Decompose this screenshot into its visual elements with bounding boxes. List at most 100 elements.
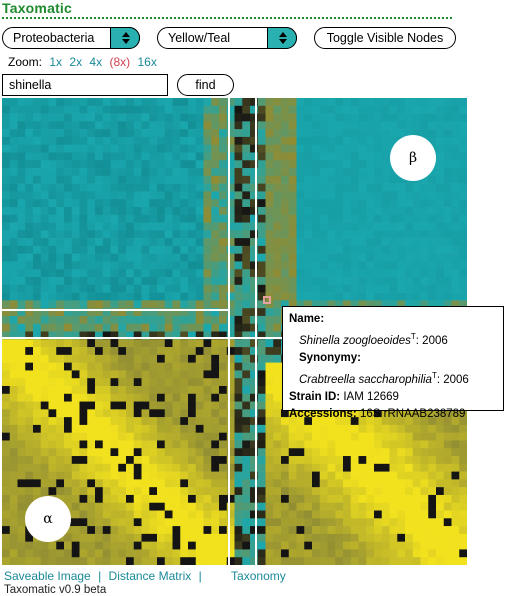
heatmap-cell bbox=[118, 98, 127, 107]
heatmap-cell bbox=[327, 183, 336, 192]
heatmap-cell bbox=[319, 557, 328, 565]
heatmap-cell bbox=[9, 269, 18, 278]
heatmap-cell bbox=[451, 144, 460, 153]
zoom-16x[interactable]: 16x bbox=[137, 55, 157, 69]
name-value: Shinella zoogloeoides bbox=[299, 334, 411, 347]
heatmap-cell bbox=[312, 292, 321, 301]
heatmap-cell bbox=[195, 277, 204, 286]
heatmap-cell bbox=[110, 284, 119, 293]
heatmap-cell bbox=[288, 456, 297, 465]
heatmap-cell bbox=[118, 487, 127, 496]
heatmap-cell bbox=[211, 121, 220, 130]
taxonomy-link[interactable]: Taxonomy bbox=[231, 569, 286, 583]
find-button[interactable]: find bbox=[177, 74, 234, 96]
heatmap-cell bbox=[133, 191, 142, 200]
heatmap-cell bbox=[397, 121, 406, 130]
heatmap-cell bbox=[374, 284, 383, 293]
heatmap-cell bbox=[25, 113, 34, 122]
heatmap-cell bbox=[17, 440, 26, 449]
zoom-4x[interactable]: 4x bbox=[89, 55, 103, 69]
heatmap-cell bbox=[164, 409, 173, 418]
heatmap-cell bbox=[64, 261, 73, 270]
heatmap-cell bbox=[203, 113, 212, 122]
heatmap-cell bbox=[95, 175, 104, 184]
heatmap-cell bbox=[405, 230, 414, 239]
heatmap-cell bbox=[33, 541, 42, 550]
heatmap-cell bbox=[226, 113, 235, 122]
heatmap-cell bbox=[17, 105, 26, 114]
heatmap-cell bbox=[40, 456, 49, 465]
heatmap-cell bbox=[219, 494, 228, 504]
distance-matrix-link[interactable]: Distance Matrix bbox=[108, 569, 192, 583]
taxon-select[interactable]: Proteobacteria bbox=[2, 27, 140, 49]
heatmap-cell bbox=[118, 300, 127, 309]
heatmap-cell bbox=[335, 168, 344, 177]
heatmap-cell bbox=[459, 160, 467, 169]
heatmap-cell bbox=[172, 339, 181, 348]
heatmap-cell bbox=[172, 456, 181, 465]
heatmap-cell bbox=[242, 230, 251, 239]
heatmap-cell bbox=[436, 463, 445, 472]
color-scheme-select[interactable]: Yellow/Teal bbox=[157, 27, 297, 49]
heatmap-cell bbox=[312, 417, 321, 426]
search-input[interactable] bbox=[2, 74, 168, 96]
heatmap-cell bbox=[149, 549, 158, 558]
heatmap-cell bbox=[451, 238, 460, 247]
heatmap-cell bbox=[195, 432, 204, 441]
heatmap-cell bbox=[219, 269, 228, 278]
select-arrows-icon[interactable] bbox=[110, 27, 140, 49]
heatmap-cell bbox=[319, 463, 328, 472]
heatmap-cell bbox=[288, 502, 297, 511]
heatmap-cell bbox=[319, 549, 328, 558]
heatmap-cell bbox=[381, 160, 390, 169]
heatmap-cell bbox=[265, 362, 274, 371]
heatmap-cell bbox=[257, 370, 266, 379]
heatmap-cell bbox=[164, 463, 173, 472]
heatmap-cell bbox=[459, 253, 467, 262]
zoom-8x-selected[interactable]: (8x) bbox=[109, 55, 131, 69]
heatmap-cell bbox=[265, 440, 274, 449]
heatmap-cell bbox=[203, 230, 212, 239]
heatmap-cell bbox=[436, 245, 445, 254]
heatmap-cell bbox=[381, 541, 390, 550]
heatmap-cell bbox=[459, 409, 467, 418]
heatmap-cell bbox=[95, 308, 104, 317]
heatmap-cell bbox=[366, 191, 375, 200]
heatmap-cell bbox=[87, 144, 96, 153]
heatmap-cell bbox=[412, 121, 421, 130]
heatmap-cell bbox=[71, 253, 80, 262]
heatmap-cell bbox=[33, 401, 42, 410]
heatmap-cell bbox=[180, 284, 189, 293]
heatmap-cell bbox=[451, 557, 460, 565]
heatmap-cell bbox=[335, 463, 344, 472]
heatmap-cell bbox=[335, 261, 344, 270]
heatmap-cell bbox=[64, 238, 73, 247]
heatmap-cell bbox=[180, 463, 189, 472]
saveable-image-link[interactable]: Saveable Image bbox=[4, 569, 91, 583]
heatmap-cell bbox=[211, 175, 220, 184]
heatmap-cell bbox=[381, 152, 390, 161]
heatmap-cell bbox=[265, 448, 274, 457]
heatmap-cell bbox=[226, 277, 235, 286]
zoom-2x[interactable]: 2x bbox=[69, 55, 83, 69]
heatmap-cell bbox=[420, 471, 429, 480]
heatmap-cell bbox=[219, 518, 228, 527]
heatmap-cell bbox=[250, 339, 259, 348]
heatmap-cell bbox=[2, 199, 11, 208]
heatmap-cell bbox=[56, 261, 65, 270]
heatmap-cell bbox=[203, 214, 212, 223]
heatmap-cell bbox=[250, 199, 259, 208]
heatmap-cell bbox=[436, 541, 445, 550]
heatmap-cell bbox=[428, 253, 437, 262]
heatmap-cell bbox=[358, 183, 367, 192]
heatmap-cell bbox=[164, 347, 173, 356]
heatmap-cell bbox=[40, 191, 49, 200]
zoom-1x[interactable]: 1x bbox=[49, 55, 63, 69]
heatmap-cell bbox=[141, 323, 150, 332]
select-arrows-icon[interactable] bbox=[267, 27, 297, 49]
heatmap-cell bbox=[2, 471, 11, 480]
heatmap-cell bbox=[412, 424, 421, 433]
heatmap-cell bbox=[451, 541, 460, 550]
toggle-visible-nodes-button[interactable]: Toggle Visible Nodes bbox=[314, 27, 456, 49]
heatmap-cell bbox=[265, 502, 274, 511]
